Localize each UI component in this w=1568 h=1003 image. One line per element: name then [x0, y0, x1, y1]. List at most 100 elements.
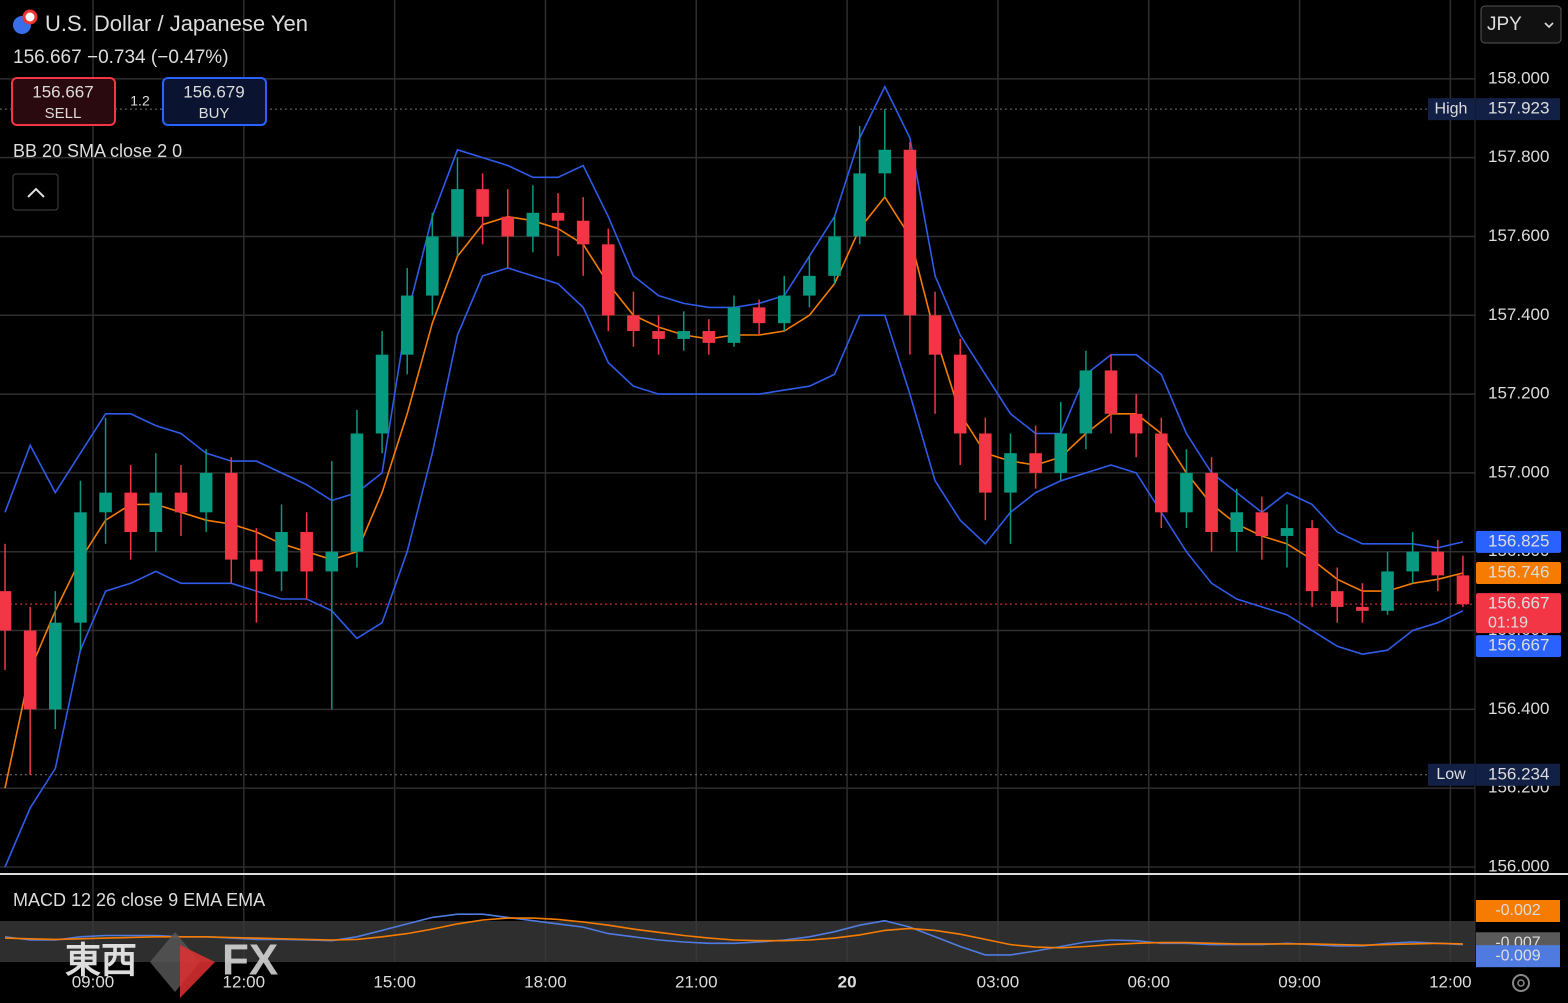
- candle-body: [1155, 433, 1168, 513]
- extreme-value: 157.923: [1488, 99, 1549, 118]
- candle-body: [1205, 472, 1218, 533]
- candle-body: [275, 532, 288, 572]
- watermark-left: 東西: [65, 940, 137, 981]
- candle-body: [174, 492, 188, 513]
- candle-body: [124, 492, 137, 533]
- candle-body: [803, 275, 816, 296]
- candle-body: [627, 315, 640, 332]
- x-tick-label: 09:00: [1278, 972, 1321, 991]
- y-tick-label: 156.000: [1488, 856, 1549, 875]
- price: 156.667: [13, 47, 82, 68]
- extreme-label: Low: [1436, 766, 1466, 783]
- candle-body: [878, 149, 892, 174]
- candle-body: [250, 559, 263, 572]
- price-marker-label: 156.825: [1488, 531, 1549, 550]
- x-tick-label: 21:00: [675, 972, 718, 991]
- extreme-value-box: [1476, 98, 1560, 121]
- x-tick-label: 20: [838, 972, 857, 991]
- candle-body: [1330, 591, 1344, 607]
- candle-body: [0, 591, 12, 631]
- candle-body: [979, 433, 992, 493]
- y-tick-label: 157.400: [1488, 305, 1549, 324]
- dropdown-icon[interactable]: [1544, 22, 1554, 29]
- candle-body: [526, 212, 540, 237]
- candle-body: [853, 173, 866, 237]
- price-marker: [1476, 530, 1561, 553]
- candle-body: [350, 433, 364, 552]
- flag-icon: [22, 9, 38, 25]
- candle-body: [1255, 512, 1269, 536]
- candle-body: [49, 622, 62, 710]
- candle-body: [551, 212, 565, 221]
- candle-body: [702, 331, 716, 343]
- x-tick-label: 09:00: [72, 972, 115, 991]
- candle-body: [1456, 575, 1470, 605]
- buy-price[interactable]: 156.679: [183, 82, 244, 101]
- candle-body: [1356, 606, 1369, 611]
- price-line: 156.667 −0.734 (−0.47%): [13, 47, 229, 68]
- sell-price[interactable]: 156.667: [32, 82, 93, 101]
- buy-label[interactable]: BUY: [199, 105, 230, 122]
- candle-body: [1230, 512, 1243, 533]
- sell-button[interactable]: [11, 77, 116, 126]
- price-marker-label: 156.667: [1488, 594, 1549, 613]
- buy-button[interactable]: [162, 77, 267, 126]
- candle-body: [1406, 551, 1419, 572]
- candle-body: [325, 551, 339, 572]
- macd-line: [4, 917, 1463, 949]
- candle-body: [224, 472, 238, 560]
- candle-body: [23, 630, 37, 710]
- extreme-value-box: [1476, 763, 1560, 786]
- macd-label: MACD 12 26 close 9 EMA EMA: [13, 890, 265, 910]
- sell-label[interactable]: SELL: [45, 105, 82, 122]
- candle-body: [501, 216, 515, 237]
- y-tick-label: 157.000: [1488, 462, 1549, 481]
- x-tick-label: 12:00: [223, 972, 266, 991]
- price-marker: [1476, 635, 1561, 658]
- candle-body: [602, 244, 615, 316]
- candle-body: [375, 354, 389, 434]
- candle-body: [903, 149, 917, 316]
- band-line: [4, 267, 1464, 868]
- x-tick-label: 06:00: [1127, 972, 1170, 991]
- candle-body: [1305, 528, 1319, 592]
- settings-icon[interactable]: [1517, 979, 1525, 987]
- candle-body: [476, 189, 489, 217]
- settings-icon[interactable]: [1512, 974, 1530, 992]
- candle-body: [199, 472, 213, 513]
- collapse-icon[interactable]: [27, 187, 45, 198]
- candle-body: [1280, 528, 1294, 536]
- candle-body: [149, 492, 163, 533]
- change: −0.734: [87, 47, 146, 68]
- candle-body: [400, 295, 414, 355]
- macd-marker-label: -0.009: [1495, 947, 1540, 964]
- extreme-value: 156.234: [1488, 764, 1549, 783]
- price-marker: [1476, 593, 1561, 634]
- extreme-label: High: [1435, 100, 1468, 117]
- candle-body: [1381, 571, 1394, 611]
- y-tick-label: 158.000: [1488, 68, 1549, 87]
- y-tick-label: 157.200: [1488, 384, 1549, 403]
- candle-body: [1180, 472, 1193, 513]
- candle-body: [928, 315, 942, 355]
- candle-body: [1104, 370, 1118, 414]
- extreme-tag: [1428, 98, 1475, 121]
- collapse-button[interactable]: [12, 173, 59, 211]
- price-marker-sub: 01:19: [1488, 614, 1528, 631]
- candle-body: [426, 236, 439, 296]
- x-tick-label: 18:00: [524, 972, 567, 991]
- candle-body: [1029, 453, 1042, 473]
- currency-label[interactable]: JPY: [1487, 14, 1522, 35]
- candle-body: [828, 236, 841, 276]
- indicator-label: BB 20 SMA close 2 0: [13, 141, 182, 161]
- currency-dropdown[interactable]: [1480, 5, 1562, 44]
- macd-line: [4, 913, 1463, 956]
- candle-body: [1054, 433, 1068, 473]
- y-tick-label: 156.400: [1488, 699, 1549, 718]
- candle-body: [99, 492, 112, 513]
- x-tick-label: 15:00: [373, 972, 416, 991]
- x-tick-label: 12:00: [1429, 972, 1472, 991]
- macd-marker: [1476, 945, 1560, 968]
